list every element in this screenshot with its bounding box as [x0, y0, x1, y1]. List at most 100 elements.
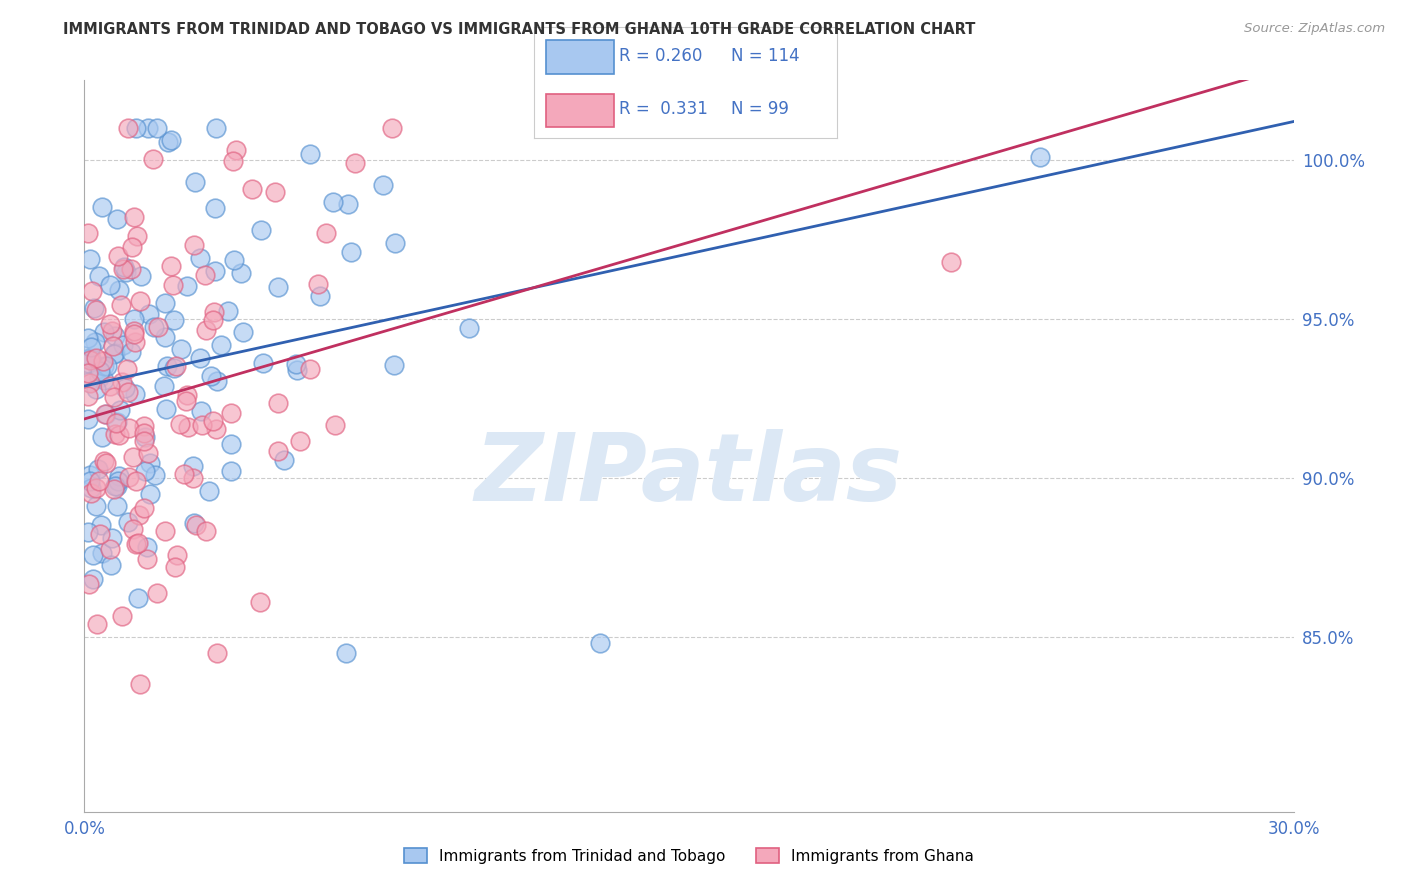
FancyBboxPatch shape [547, 40, 614, 74]
Point [84, 303, 107, 318]
Point [249, 595, 271, 609]
Point [120, 344, 142, 359]
Point [101, 339, 124, 353]
Point [89, 370, 111, 384]
Point [91, 546, 114, 560]
Point [139, 456, 162, 470]
Point [217, 304, 239, 318]
Point [104, 416, 127, 430]
Point [160, 132, 183, 146]
Point [105, 479, 128, 493]
Point [104, 346, 127, 360]
Point [138, 307, 160, 321]
Point [153, 329, 176, 343]
Point [138, 446, 160, 460]
Point [219, 436, 242, 450]
Point [84, 481, 107, 495]
Point [181, 458, 204, 473]
Point [173, 467, 195, 481]
Point [222, 154, 245, 169]
Point [108, 402, 131, 417]
Point [96, 359, 118, 373]
Point [129, 269, 152, 284]
Point [155, 296, 177, 310]
Point [84, 351, 107, 365]
Point [125, 537, 148, 551]
Point [80, 481, 103, 495]
Point [121, 450, 143, 464]
Point [82, 284, 104, 298]
Point [122, 326, 145, 341]
Point [193, 268, 215, 282]
Text: ZIPatlas: ZIPatlas [475, 429, 903, 521]
Point [111, 375, 134, 389]
Point [77, 375, 100, 389]
Point [163, 313, 186, 327]
Point [219, 406, 242, 420]
Point [200, 369, 222, 384]
Point [381, 120, 404, 135]
Point [155, 524, 177, 538]
Point [93, 325, 115, 339]
Point [323, 417, 346, 432]
Point [183, 516, 205, 530]
Point [589, 636, 612, 650]
Point [188, 351, 211, 366]
Point [335, 646, 357, 660]
Point [108, 428, 131, 442]
Point [89, 364, 111, 378]
Point [298, 362, 321, 376]
Point [107, 474, 129, 488]
Point [267, 279, 290, 293]
Point [142, 320, 165, 334]
Point [94, 407, 117, 421]
Point [135, 552, 157, 566]
Point [84, 382, 107, 396]
Point [184, 175, 207, 189]
Point [132, 418, 155, 433]
Point [183, 238, 205, 252]
Point [110, 298, 132, 312]
Point [124, 387, 146, 401]
Point [1028, 150, 1050, 164]
Point [112, 260, 135, 274]
Point [209, 337, 232, 351]
Point [100, 317, 122, 331]
Point [98, 541, 121, 556]
Point [89, 526, 111, 541]
Point [101, 531, 124, 545]
Point [125, 228, 148, 243]
Point [100, 558, 122, 573]
Point [103, 482, 125, 496]
Point [307, 277, 329, 291]
FancyBboxPatch shape [547, 94, 614, 128]
Point [77, 366, 100, 380]
Point [166, 548, 188, 562]
Point [163, 559, 186, 574]
Point [105, 211, 128, 226]
Point [127, 591, 149, 605]
Point [132, 425, 155, 440]
Point [143, 467, 166, 482]
Point [93, 454, 115, 468]
Point [87, 462, 110, 476]
Point [153, 379, 176, 393]
Point [94, 456, 117, 470]
Point [204, 422, 226, 436]
Point [90, 517, 112, 532]
Point [382, 358, 405, 372]
Point [186, 518, 208, 533]
Point [83, 301, 105, 315]
Text: R = 0.260: R = 0.260 [619, 47, 702, 65]
Point [267, 443, 290, 458]
Point [108, 469, 131, 483]
Point [205, 374, 228, 388]
Point [229, 266, 252, 280]
Point [225, 143, 247, 157]
Point [340, 244, 363, 259]
Point [125, 474, 148, 488]
Point [322, 195, 344, 210]
Point [86, 362, 108, 376]
Point [163, 361, 186, 376]
Point [181, 471, 204, 485]
